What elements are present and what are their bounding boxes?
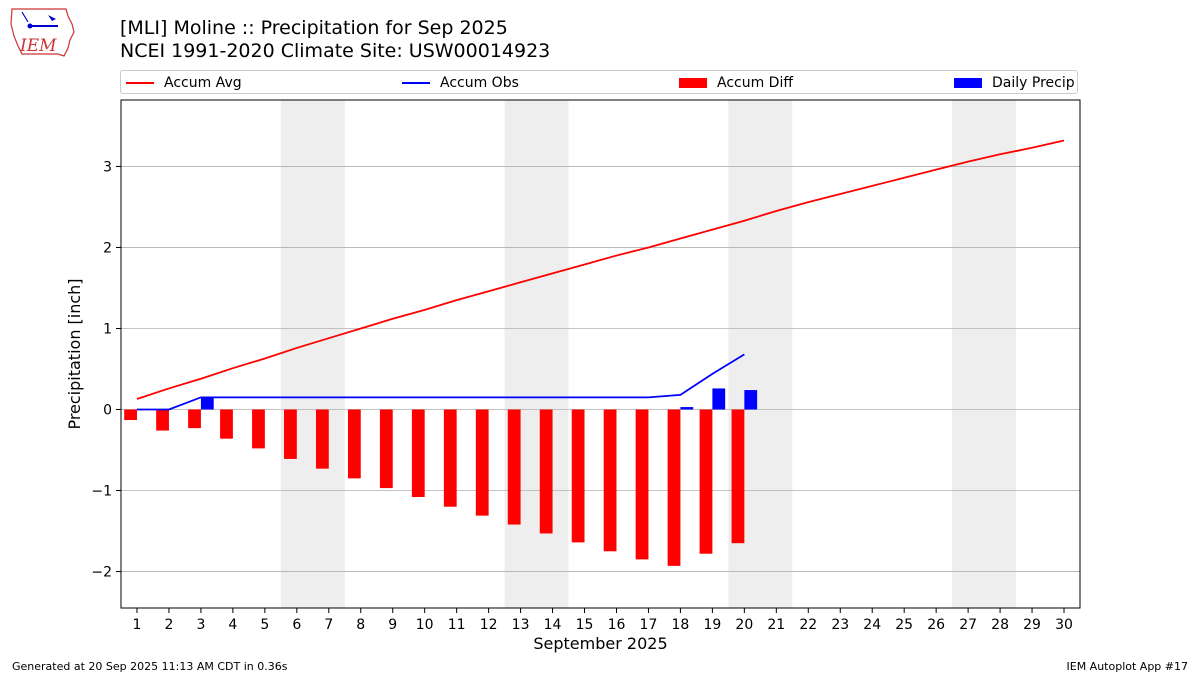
legend-item-accum-avg: Accum Avg (126, 74, 242, 92)
x-tick-label-15: 16 (608, 617, 626, 633)
accum-diff-bar-9 (379, 409, 393, 489)
accum-diff-bar-18 (667, 409, 681, 566)
iem-logo: IEM (10, 8, 75, 57)
accum-diff-bar-5 (252, 409, 265, 449)
accum-diff-bar-4 (220, 409, 233, 439)
daily-precip-bars (200, 388, 758, 410)
x-tick-label-5: 6 (292, 617, 301, 633)
x-tick-label-1: 2 (164, 617, 173, 633)
legend-swatch-accum-obs (402, 82, 430, 84)
legend-label-accum-obs: Accum Obs (440, 75, 519, 91)
x-tick-label-6: 7 (324, 617, 333, 633)
x-axis-label: September 2025 (533, 634, 667, 653)
accum-diff-bar-3 (188, 409, 201, 429)
accum-diff-bar-10 (411, 409, 425, 498)
x-tick-label-22: 23 (831, 617, 849, 633)
accum-diff-bar-14 (539, 409, 553, 534)
legend-swatch-accum-diff (679, 78, 707, 88)
legend-label-accum-avg: Accum Avg (164, 75, 242, 91)
chart-title: [MLI] Moline :: Precipitation for Sep 20… (120, 17, 508, 39)
accum-diff-bars (124, 409, 745, 566)
weekend-span-0 (280, 100, 345, 608)
x-tick-label-24: 25 (895, 617, 913, 633)
accum-diff-bar-15 (571, 409, 585, 543)
x-tick-label-11: 12 (480, 617, 498, 633)
legend-item-accum-diff: Accum Diff (679, 74, 793, 92)
y-tick-label-0: −2 (91, 565, 112, 581)
daily-precip-bar-20 (744, 390, 758, 410)
accum-diff-bar-12 (475, 409, 489, 516)
x-tick-label-20: 21 (767, 617, 785, 633)
x-tick-label-21: 22 (799, 617, 817, 633)
accum-diff-bar-6 (284, 409, 297, 459)
daily-precip-bar-3 (200, 397, 214, 410)
x-tick-label-28: 29 (1023, 617, 1041, 633)
legend-swatch-daily-precip (954, 78, 982, 88)
x-tick-label-26: 27 (959, 617, 977, 633)
x-axis-ticks: 1 2 3 4 5 6 7 8 9 10 11 12 13 14 15 16 17 18 19 20 21 22 23 24 2… (133, 608, 1073, 633)
x-tick-label-25: 26 (927, 617, 945, 633)
accum-diff-bar-19 (699, 409, 713, 554)
y-axis-label: Precipitation [inch] (65, 278, 84, 429)
y-tick-label-3: 1 (103, 321, 112, 337)
x-tick-label-8: 9 (388, 617, 397, 633)
weekend-shading (280, 100, 1017, 608)
footer-app: IEM Autoplot App #17 (1066, 660, 1189, 673)
accum-diff-bar-1 (124, 409, 137, 421)
weekend-span-3 (952, 100, 1017, 608)
accum-diff-bar-2 (156, 409, 169, 431)
logo-text: IEM (19, 36, 57, 56)
y-axis-ticks: −2 −1 0 1 2 3 (91, 159, 121, 581)
x-tick-label-10: 11 (448, 617, 466, 633)
x-tick-label-17: 18 (672, 617, 690, 633)
accum-diff-bar-17 (635, 409, 649, 560)
daily-precip-bar-18 (680, 407, 694, 410)
accum-obs-line (136, 353, 745, 411)
x-tick-label-19: 20 (735, 617, 753, 633)
weekend-span-1 (504, 100, 569, 608)
x-tick-label-29: 30 (1055, 617, 1073, 633)
x-tick-label-2: 3 (196, 617, 205, 633)
accum-diff-bar-13 (507, 409, 521, 525)
accum-diff-bar-11 (443, 409, 457, 507)
x-tick-label-18: 19 (703, 617, 721, 633)
x-tick-label-4: 5 (260, 617, 269, 633)
x-tick-label-16: 17 (640, 617, 658, 633)
y-tick-label-4: 2 (103, 240, 112, 256)
series-lines (136, 139, 1065, 411)
legend-item-accum-obs: Accum Obs (402, 74, 519, 92)
x-tick-label-14: 15 (576, 617, 594, 633)
daily-precip-bar-19 (712, 388, 726, 410)
accum-diff-bar-16 (603, 409, 617, 552)
accum-diff-bar-20 (731, 409, 745, 544)
x-tick-label-23: 24 (863, 617, 881, 633)
x-tick-label-9: 10 (416, 617, 434, 633)
x-tick-label-0: 1 (133, 617, 142, 633)
accum-diff-bar-8 (347, 409, 361, 479)
x-tick-label-12: 13 (512, 617, 530, 633)
x-tick-label-13: 14 (544, 617, 562, 633)
y-tick-label-5: 3 (103, 159, 112, 175)
legend-swatch-accum-avg (126, 82, 154, 84)
x-tick-label-27: 28 (991, 617, 1009, 633)
grid-lines (121, 166, 1080, 572)
accum-diff-bar-7 (315, 409, 329, 469)
y-tick-label-1: −1 (91, 484, 112, 500)
x-tick-label-7: 8 (356, 617, 365, 633)
legend-label-accum-diff: Accum Diff (717, 75, 794, 91)
y-tick-label-2: 0 (103, 402, 112, 418)
legend: Accum Avg Accum Obs Accum Diff Daily Pre… (120, 70, 1078, 94)
x-tick-label-3: 4 (228, 617, 237, 633)
footer-generated: Generated at 20 Sep 2025 11:13 AM CDT in… (12, 660, 288, 673)
chart-subtitle: NCEI 1991-2020 Climate Site: USW00014923 (120, 40, 551, 62)
accum-avg-line (136, 139, 1065, 400)
plot-frame (120, 99, 1081, 609)
legend-label-daily-precip: Daily Precip (992, 75, 1075, 91)
legend-item-daily-precip: Daily Precip (954, 74, 1075, 92)
